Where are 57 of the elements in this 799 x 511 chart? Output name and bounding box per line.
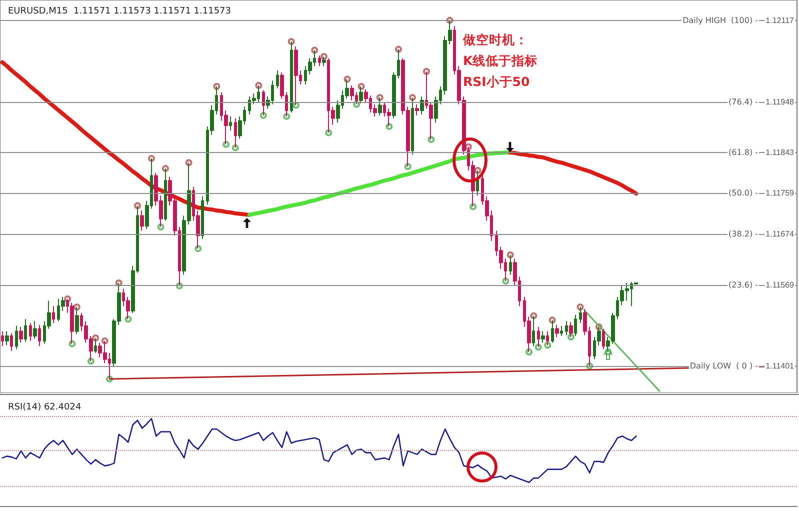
annotation: (61.8) -: [728, 148, 758, 158]
candlestick: [551, 320, 554, 344]
candlestick: [602, 328, 605, 350]
y-tick-label: 1.11569: [766, 280, 795, 290]
candlestick: [24, 318, 27, 342]
candlestick: [537, 326, 540, 348]
candlestick: [574, 314, 577, 337]
text: EURUSD,M15 1.11571 1.11573 1.11571 1.11573: [8, 6, 232, 16]
candlestick: [546, 330, 549, 346]
candlestick: [10, 332, 13, 352]
y-tick-label: 1.11674: [766, 230, 795, 239]
candlestick: [1, 330, 4, 347]
annotation: (50.0) -: [728, 188, 758, 198]
annotation: (23.6) -: [728, 280, 758, 290]
candlestick: [94, 337, 97, 354]
candlestick: [164, 168, 167, 222]
candlestick: [290, 41, 293, 113]
candlestick: [52, 306, 55, 324]
annotation: 做空时机：: [462, 32, 528, 47]
y-tick-label: 1.11843: [766, 148, 795, 158]
candlestick: [29, 322, 32, 342]
candlestick: [579, 306, 582, 324]
candlestick: [560, 325, 563, 337]
candlestick: [318, 55, 321, 67]
candlestick: [38, 324, 41, 347]
annotation: K线低于指标: [463, 53, 538, 68]
candlestick: [509, 254, 512, 276]
candlestick: [276, 70, 279, 89]
candlestick: [229, 116, 232, 131]
candlestick: [420, 96, 424, 115]
y-tick-label: 1.11401: [766, 361, 795, 370]
candlestick: [411, 97, 414, 155]
candlestick: [201, 196, 204, 240]
candlestick: [541, 330, 545, 344]
chart-title: RSI(14) 62.4024: [8, 402, 82, 412]
candlestick: [140, 210, 144, 232]
annotation: Daily LOW ( 0 ) -: [690, 361, 758, 370]
candlestick: [262, 90, 265, 116]
y-tick-label: 1.12117: [766, 16, 795, 25]
line-series: [0, 60, 252, 217]
y-tick-label: 1.11948: [766, 97, 795, 106]
annotation: (76.4) -: [728, 97, 758, 106]
candlestick: [15, 325, 18, 350]
candlestick: [555, 324, 559, 338]
annotation: Daily HIGH (100) -: [682, 16, 758, 25]
candlestick: [532, 315, 535, 347]
candlestick: [415, 104, 419, 116]
candlestick: [19, 326, 23, 344]
candlestick: [33, 320, 37, 340]
candlestick: [5, 330, 9, 346]
annotation: (38.2) -: [728, 230, 758, 239]
y-tick-label: 1.11759: [766, 188, 795, 198]
candlestick: [476, 170, 479, 196]
annotation: RSI小于50: [463, 74, 530, 89]
candlestick: [565, 320, 568, 336]
candlestick: [350, 84, 354, 101]
candlestick: [234, 118, 237, 148]
